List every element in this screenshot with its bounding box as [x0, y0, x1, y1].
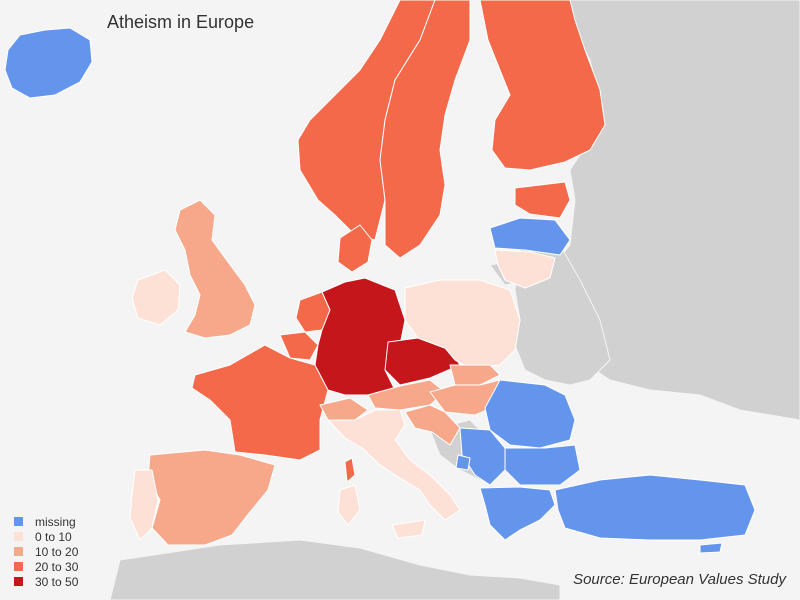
map-title: Atheism in Europe: [107, 12, 255, 32]
cyprus-shape: [699, 542, 723, 554]
sweden-shape: [379, 0, 471, 259]
map-legend: missing 0 to 10 10 to 20 20 to 30 30 to …: [14, 514, 78, 589]
slovenia-croatia-shape: [404, 404, 461, 446]
legend-label: 20 to 30: [35, 559, 79, 574]
lithuania-shape: [494, 249, 556, 289]
legend-swatch: [14, 517, 23, 526]
finland-shape: [479, 0, 606, 171]
legend-item-30-50: 30 to 50: [14, 574, 78, 589]
legend-label: 30 to 50: [35, 574, 79, 589]
belgium-shape: [279, 331, 319, 361]
uk-shape: [174, 199, 256, 339]
latvia-shape: [489, 217, 571, 256]
legend-item-20-30: 20 to 30: [14, 559, 78, 574]
portugal-shape: [129, 469, 159, 541]
legend-swatch: [14, 547, 23, 556]
corsica-shape: [344, 457, 356, 483]
north-africa-region: [109, 539, 561, 600]
france-shape: [191, 344, 329, 461]
legend-item-0-10: 0 to 10: [14, 529, 78, 544]
denmark-shape: [337, 224, 373, 273]
legend-swatch: [14, 562, 23, 571]
source-note: Source: European Values Study: [573, 571, 786, 588]
bosnia-shape: [455, 454, 471, 471]
turkey-shape: [554, 474, 756, 541]
greece-shape: [479, 486, 556, 541]
estonia-shape: [514, 181, 571, 219]
legend-item-10-20: 10 to 20: [14, 544, 78, 559]
germany-shape: [314, 277, 406, 396]
poland-shape: [404, 279, 521, 369]
slovakia-shape: [449, 364, 501, 386]
switzerland-shape: [319, 397, 369, 421]
sicily-shape: [391, 519, 426, 539]
sardinia-shape: [337, 484, 361, 526]
legend-label: 0 to 10: [35, 529, 72, 544]
bulgaria-shape: [504, 444, 581, 486]
legend-swatch: [14, 532, 23, 541]
italy-shape: [327, 409, 461, 521]
spain-shape: [147, 449, 276, 546]
legend-label: missing: [35, 514, 76, 529]
legend-item-missing: missing: [14, 514, 78, 529]
romania-shape: [484, 379, 576, 449]
legend-label: 10 to 20: [35, 544, 79, 559]
iceland-shape: [4, 27, 93, 99]
legend-swatch: [14, 577, 23, 586]
ireland-shape: [131, 269, 181, 326]
